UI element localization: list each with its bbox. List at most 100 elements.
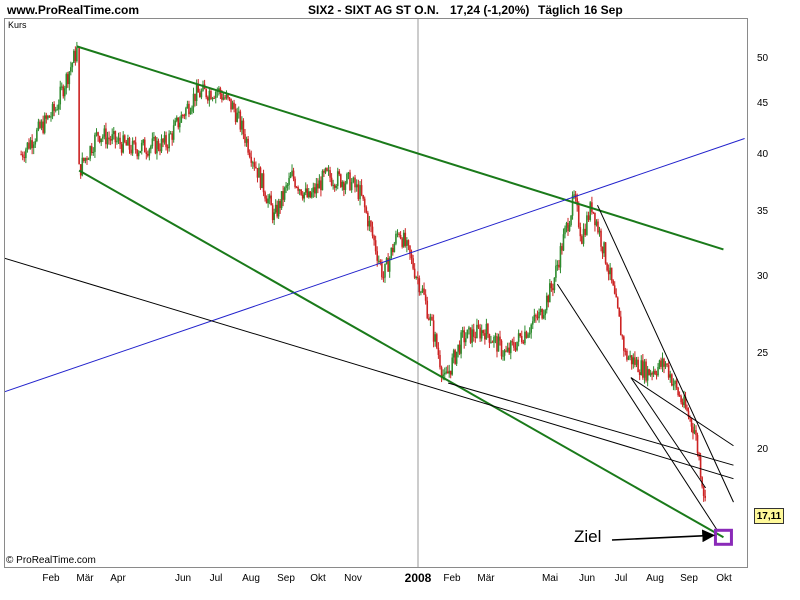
candle-body — [398, 233, 400, 236]
candle-body — [460, 332, 462, 354]
date-label: 16 Sep — [584, 3, 623, 17]
candle-body — [92, 151, 95, 153]
candle-body — [418, 278, 421, 293]
candle-body — [42, 121, 44, 133]
candle-body — [434, 334, 436, 342]
ticker-name: SIX2 - SIXT AG ST O.N. — [308, 3, 439, 17]
candle-body — [227, 94, 229, 98]
candle-body — [145, 152, 148, 154]
candle-body — [309, 191, 312, 198]
black-short-1-line — [447, 382, 734, 466]
candle-body — [528, 332, 531, 335]
candle-body — [435, 334, 438, 348]
candle-body — [163, 135, 166, 143]
candle-body — [191, 107, 193, 112]
last-price-tag: 17,11 — [754, 508, 784, 524]
x-tick-label: Feb — [443, 573, 461, 584]
candle-body — [527, 334, 529, 338]
candle-body — [256, 168, 259, 178]
candle-body — [387, 258, 389, 272]
candle-body — [471, 329, 473, 343]
candle-body — [533, 314, 536, 322]
candle-body — [231, 102, 234, 110]
candle-body — [652, 370, 655, 375]
candle-body — [86, 158, 88, 160]
candle-body — [136, 150, 138, 157]
candle-body — [568, 225, 571, 232]
candle-body — [439, 354, 441, 368]
candle-body — [594, 212, 596, 226]
candle-body — [202, 84, 204, 91]
candle-body — [68, 71, 71, 85]
candle-body — [282, 191, 284, 200]
candle-body — [452, 350, 455, 358]
plot-area[interactable] — [4, 18, 748, 568]
candle-body — [635, 359, 638, 365]
candle-body — [354, 177, 356, 188]
candle-body — [349, 172, 351, 191]
candle-body — [416, 277, 419, 279]
candle-body — [119, 137, 121, 145]
candle-body — [522, 341, 525, 344]
candle-body — [318, 180, 321, 189]
candle-body — [28, 142, 30, 149]
target-annotation: Ziel — [574, 527, 602, 546]
candle-body — [624, 350, 627, 352]
candle-body — [370, 220, 372, 227]
period-label: Täglich — [538, 3, 581, 17]
y-tick-label: 35 — [757, 206, 769, 217]
candle-body — [448, 370, 451, 374]
candle-body — [420, 291, 422, 293]
candle-body — [106, 137, 109, 145]
candle-body — [116, 140, 118, 143]
candle-body — [183, 115, 186, 117]
candle-body — [120, 144, 123, 153]
candle-body — [667, 364, 670, 378]
candle-body — [255, 166, 257, 169]
candle-body — [409, 245, 411, 255]
candle-body — [71, 62, 74, 68]
black-long-line — [5, 257, 734, 480]
candle-body — [295, 187, 298, 189]
candle-body — [251, 162, 254, 164]
candle-body — [94, 134, 96, 152]
candle-body — [538, 312, 540, 319]
lower-channel-line — [78, 169, 724, 539]
candle-body — [333, 184, 336, 188]
candle-body — [270, 195, 272, 206]
candle-body — [610, 267, 613, 281]
candle-body — [59, 86, 62, 105]
candle-body — [474, 336, 477, 338]
candle-body — [321, 171, 324, 191]
candle-body — [607, 270, 610, 275]
candle-body — [395, 233, 397, 244]
candle-body — [359, 185, 361, 200]
candle-body — [123, 135, 126, 142]
candle-body — [381, 262, 383, 278]
candle-body — [222, 97, 225, 100]
target-arrow — [611, 529, 716, 543]
candle-body — [472, 329, 475, 337]
candle-body — [497, 336, 500, 352]
candle-body — [367, 212, 369, 227]
candle-body — [186, 103, 189, 109]
site-title[interactable]: www.ProRealTime.com — [7, 3, 140, 17]
candle-body — [73, 50, 75, 63]
candle-body — [147, 153, 149, 156]
candle-body — [87, 158, 90, 160]
candle-body — [258, 167, 260, 178]
candle-body — [615, 293, 618, 298]
candle-body — [680, 396, 682, 403]
x-tick-label: Aug — [242, 573, 260, 584]
candle-body — [643, 361, 646, 378]
candle-body — [208, 90, 211, 101]
candle-body — [493, 336, 495, 343]
candle-body — [500, 340, 503, 357]
candle-body — [373, 235, 375, 241]
candle-body — [206, 97, 209, 101]
candle-body — [130, 149, 132, 154]
candle-body — [541, 309, 543, 319]
candle-body — [564, 227, 566, 235]
candle-body — [469, 327, 472, 343]
candle-body — [327, 170, 330, 172]
